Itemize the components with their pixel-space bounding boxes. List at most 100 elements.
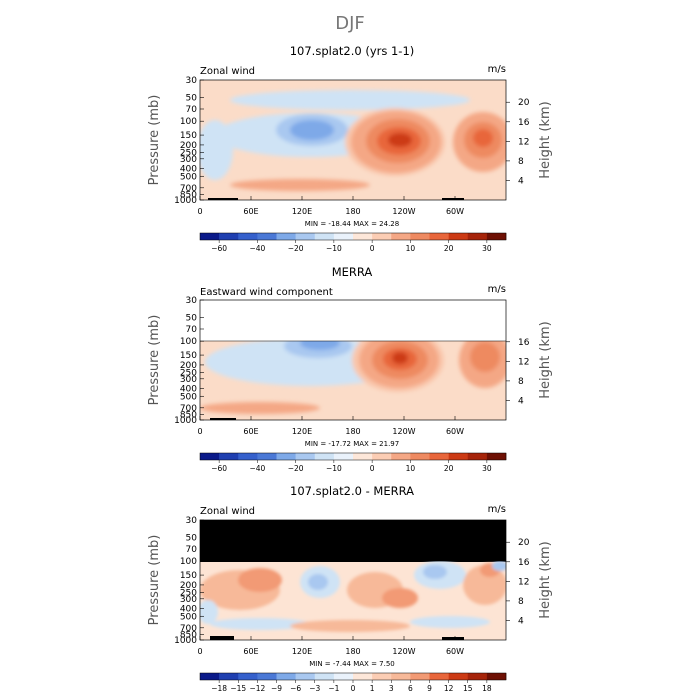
longitude-tick-label: 0 xyxy=(197,207,202,216)
panel-1-title: 107.splat2.0 (yrs 1-1) xyxy=(290,44,415,58)
panel-2-westerly-core xyxy=(392,352,408,364)
pressure-tick-label: 300 xyxy=(180,375,197,385)
pressure-tick-label: 250 xyxy=(180,149,197,159)
panel-1-stats: MIN = -18.44 MAX = 24.28 xyxy=(305,220,399,228)
panel-3-pos-low xyxy=(290,620,410,632)
colorbar-label: 20 xyxy=(444,244,454,253)
colorbar-label: 12 xyxy=(444,684,454,693)
pressure-tick-label: 30 xyxy=(186,76,198,86)
pressure-tick-label: 500 xyxy=(180,172,197,182)
colorbar-label: 10 xyxy=(406,244,416,253)
panel-3-pos-b xyxy=(238,568,282,592)
colorbar-swatch xyxy=(372,453,392,460)
height-tick-label: 16 xyxy=(518,118,530,128)
pressure-tick-label: 100 xyxy=(180,557,197,567)
longitude-tick-label: 120E xyxy=(292,647,312,656)
pressure-tick-label: 100 xyxy=(180,337,197,347)
colorbar-swatch xyxy=(467,673,488,680)
pressure-tick-label: 400 xyxy=(180,605,197,615)
colorbar-swatch xyxy=(429,233,449,240)
colorbar-swatch xyxy=(410,673,430,680)
panel-1-second-jet-core xyxy=(473,129,493,147)
colorbar-swatch xyxy=(238,673,258,680)
colorbar-label: −9 xyxy=(271,684,282,693)
panel-2-ylabel: Pressure (mb) xyxy=(147,315,162,406)
panel-1-plot xyxy=(200,80,506,200)
colorbar-swatch xyxy=(295,453,316,460)
colorbar-frame xyxy=(199,232,507,241)
colorbar-label: 15 xyxy=(463,684,473,693)
colorbar-label: 1 xyxy=(370,684,375,693)
panel-1-left-label: Zonal wind xyxy=(200,66,255,77)
colorbar-swatch xyxy=(238,453,258,460)
panel-1-low-level-west xyxy=(200,120,233,180)
colorbar-swatch xyxy=(448,233,469,240)
panel-3-neg-b xyxy=(308,574,328,590)
colorbar-label: 30 xyxy=(482,244,492,253)
colorbar-label: −1 xyxy=(328,684,339,693)
colorbar-swatch xyxy=(238,233,258,240)
pressure-tick-label: 500 xyxy=(180,392,197,402)
panel-2-colorbar: −60 −40 −20 −10 0 10 20 30 xyxy=(199,452,507,473)
colorbar-swatch xyxy=(276,673,296,680)
height-tick-label: 8 xyxy=(518,377,524,387)
pressure-tick-label: 50 xyxy=(186,533,198,543)
panel-3-ylabel: Pressure (mb) xyxy=(147,535,162,626)
panel-2: MERRA Eastward wind component m/s Pressu… xyxy=(147,265,553,473)
panel-3-neg-west xyxy=(200,600,218,624)
colorbar-swatch xyxy=(391,673,411,680)
longitude-tick-label: 0 xyxy=(197,427,202,436)
colorbar-swatch xyxy=(295,233,316,240)
longitude-tick-label: 60W xyxy=(446,427,464,436)
panel-3-neg-low xyxy=(210,618,310,630)
panel-3-left-label: Zonal wind xyxy=(200,506,255,517)
height-tick-label: 4 xyxy=(518,396,524,406)
longitude-tick-label: 120E xyxy=(292,207,312,216)
panel-1-low-level-band xyxy=(230,179,370,191)
pressure-tick-label: 850 xyxy=(180,630,197,640)
panel-1-easterly-core xyxy=(290,120,334,140)
pressure-tick-label: 850 xyxy=(180,190,197,200)
panel-3-neg-d xyxy=(423,565,447,579)
colorbar-swatch xyxy=(276,453,296,460)
panel-1-colorbar: −60 −40 −20 −10 0 10 20 30 xyxy=(199,232,507,253)
colorbar-swatch xyxy=(257,453,277,460)
panel-3-stats: MIN = -7.44 MAX = 7.50 xyxy=(309,660,395,668)
panel-3-surface-block xyxy=(210,636,234,640)
colorbar-frame xyxy=(199,452,507,461)
height-tick-label: 4 xyxy=(518,616,524,626)
colorbar-swatch xyxy=(486,233,507,240)
colorbar-swatch xyxy=(333,453,354,460)
colorbar-label: 3 xyxy=(389,684,394,693)
panel-1-ylabel-right: Height (km) xyxy=(538,101,553,178)
colorbar-swatch xyxy=(276,233,296,240)
colorbar-swatch xyxy=(257,673,277,680)
colorbar-swatch xyxy=(353,453,373,460)
panel-3-neg-e xyxy=(492,561,506,571)
pressure-tick-label: 300 xyxy=(180,595,197,605)
panel-2-low-level-band xyxy=(200,402,320,414)
figure-title: DJF xyxy=(335,13,365,34)
colorbar-label: −12 xyxy=(249,684,265,693)
panel-1: 107.splat2.0 (yrs 1-1) Zonal wind m/s Pr… xyxy=(147,44,553,253)
pressure-tick-label: 1000 xyxy=(174,636,197,646)
height-tick-label: 8 xyxy=(518,597,524,607)
colorbar-swatch xyxy=(486,453,507,460)
pressure-tick-label: 250 xyxy=(180,589,197,599)
height-tick-label: 12 xyxy=(518,357,529,367)
colorbar-label: 18 xyxy=(482,684,492,693)
pressure-tick-label: 70 xyxy=(186,105,198,115)
panel-3-surface-block-2 xyxy=(442,637,464,640)
longitude-tick-label: 60E xyxy=(243,647,258,656)
longitude-tick-label: 180 xyxy=(345,427,360,436)
height-tick-label: 16 xyxy=(518,338,530,348)
pressure-tick-label: 30 xyxy=(186,296,198,306)
panel-1-ylabel: Pressure (mb) xyxy=(147,95,162,186)
pressure-tick-label: 1000 xyxy=(174,196,197,206)
height-tick-label: 20 xyxy=(518,538,530,548)
pressure-tick-label: 400 xyxy=(180,165,197,175)
colorbar-label: 30 xyxy=(482,464,492,473)
pressure-tick-label: 70 xyxy=(186,545,198,555)
longitude-tick-label: 120W xyxy=(392,207,415,216)
